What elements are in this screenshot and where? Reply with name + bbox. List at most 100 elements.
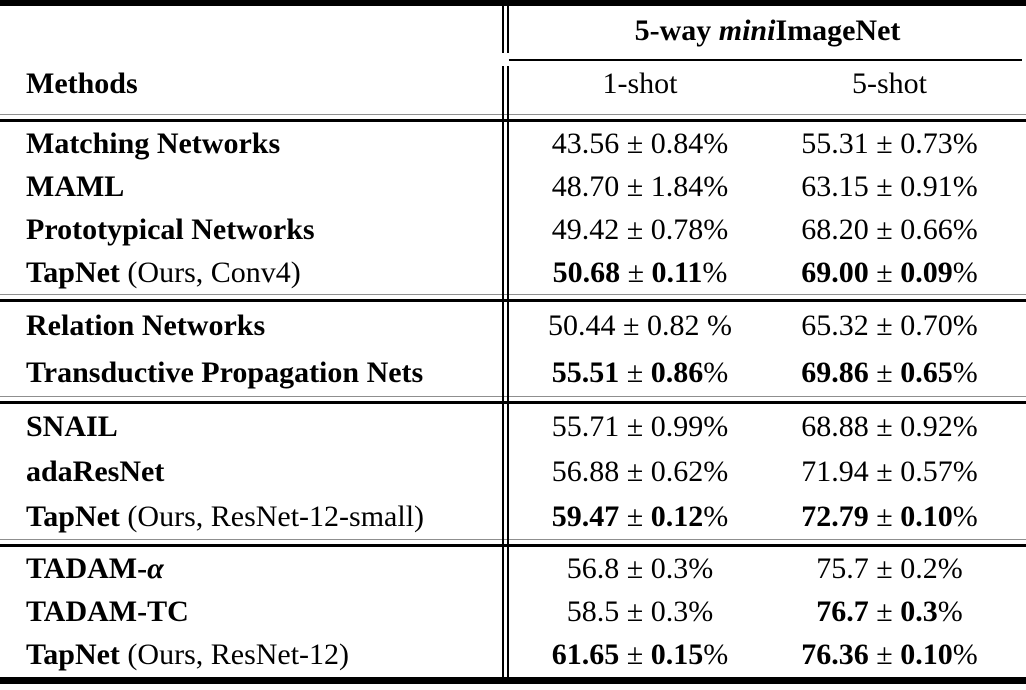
plus-minus: ± bbox=[868, 594, 901, 628]
percent-sign: % bbox=[952, 409, 978, 443]
method-cell: adaResNet bbox=[0, 455, 509, 489]
method-name: TADAM-TC bbox=[26, 594, 189, 628]
accuracy-1shot: 56.88 ± 0.62% bbox=[509, 455, 771, 489]
double-vertical-rule-upper bbox=[502, 6, 509, 53]
error-value: 1.84 bbox=[650, 169, 704, 203]
bottom-rule bbox=[0, 677, 1026, 684]
col-header-5shot: 5-shot bbox=[852, 67, 927, 100]
method-name: Matching Networks bbox=[26, 126, 281, 160]
percent-sign: % bbox=[952, 255, 978, 289]
percent-sign: % bbox=[952, 308, 978, 342]
table-row: TapNet (Ours, ResNet-12) 61.65 ± 0.15% 7… bbox=[0, 634, 1026, 677]
accuracy-1shot: 50.44 ± 0.82 % bbox=[509, 309, 771, 343]
plus-minus: ± bbox=[619, 638, 651, 672]
mean-value: 75.7 bbox=[816, 551, 869, 585]
percent-sign: % bbox=[952, 169, 978, 203]
table-row: Matching Networks 43.56 ± 0.84% 55.31 ± … bbox=[0, 122, 1026, 165]
error-value: 0.12 bbox=[650, 499, 704, 533]
percent-sign: % bbox=[702, 255, 728, 289]
percent-sign: % bbox=[703, 638, 729, 672]
method-note: (Ours, ResNet-12) bbox=[119, 638, 350, 672]
method-note: (Ours, Conv4) bbox=[119, 255, 301, 289]
percent-sign: % bbox=[952, 126, 978, 160]
accuracy-5shot: 68.20 ± 0.66% bbox=[771, 213, 1026, 247]
error-value: 0.70 bbox=[900, 308, 953, 342]
plus-minus: ± bbox=[619, 169, 651, 203]
error-value: 0.09 bbox=[900, 255, 953, 289]
mean-value: 76.36 bbox=[801, 638, 869, 672]
mean-value: 68.88 bbox=[801, 409, 869, 443]
mean-value: 55.51 bbox=[551, 355, 620, 389]
accuracy-5shot: 65.32 ± 0.70% bbox=[771, 309, 1026, 343]
plus-minus: ± bbox=[619, 355, 651, 389]
accuracy-5shot: 69.86 ± 0.65% bbox=[771, 356, 1026, 390]
table-row: TapNet (Ours, Conv4) 50.68 ± 0.11% 69.00… bbox=[0, 251, 1026, 294]
accuracy-1shot: 49.42 ± 0.78% bbox=[509, 213, 771, 247]
plus-minus: ± bbox=[619, 409, 651, 443]
table-row: TADAM-α 56.8 ± 0.3% 75.7 ± 0.2% bbox=[0, 547, 1026, 590]
method-name: TapNet bbox=[26, 499, 120, 533]
plus-minus: ± bbox=[868, 409, 901, 443]
method-cell: TapNet (Ours, ResNet-12) bbox=[0, 638, 509, 672]
method-name: SNAIL bbox=[26, 409, 118, 443]
error-value: 0.10 bbox=[900, 499, 953, 533]
plus-minus: ± bbox=[868, 308, 901, 342]
accuracy-5shot: 71.94 ± 0.57% bbox=[771, 455, 1026, 489]
method-cell: TADAM-α bbox=[0, 552, 509, 586]
row-group-4: TADAM-α 56.8 ± 0.3% 75.7 ± 0.2% TADAM-TC… bbox=[0, 547, 1026, 677]
mean-value: 72.79 bbox=[801, 499, 869, 533]
mean-value: 63.15 bbox=[801, 169, 869, 203]
method-note: (Ours, ResNet-12-small) bbox=[119, 499, 425, 533]
mean-value: 55.31 bbox=[801, 126, 869, 160]
percent-sign: % bbox=[952, 212, 978, 246]
mean-value: 43.56 bbox=[551, 126, 620, 160]
plus-minus: ± bbox=[615, 308, 647, 342]
group-title-suffix: ImageNet bbox=[775, 14, 901, 47]
error-value: 0.2 bbox=[900, 551, 938, 585]
accuracy-5shot: 69.00 ± 0.09% bbox=[771, 256, 1026, 290]
alpha-symbol: α bbox=[147, 551, 164, 585]
accuracy-5shot: 76.7 ± 0.3% bbox=[771, 595, 1026, 629]
percent-sign: % bbox=[688, 551, 714, 585]
accuracy-1shot: 50.68 ± 0.11% bbox=[509, 256, 771, 290]
method-name: TADAM- bbox=[26, 551, 148, 585]
table-row: Relation Networks 50.44 ± 0.82 % 65.32 ±… bbox=[0, 304, 1026, 348]
mean-value: 58.5 bbox=[566, 594, 620, 628]
error-value: 0.78 bbox=[650, 212, 704, 246]
mean-value: 55.71 bbox=[551, 409, 620, 443]
table-row: TADAM-TC 58.5 ± 0.3% 76.7 ± 0.3% bbox=[0, 590, 1026, 633]
mean-value: 61.65 bbox=[551, 638, 620, 672]
col-header-1shot: 1-shot bbox=[602, 67, 678, 100]
method-name: Relation Networks bbox=[26, 308, 266, 342]
group-separator-3 bbox=[0, 539, 1026, 547]
mean-value: 68.20 bbox=[801, 212, 869, 246]
percent-sign: % bbox=[703, 169, 729, 203]
plus-minus: ± bbox=[868, 126, 901, 160]
error-value: 0.91 bbox=[900, 169, 953, 203]
column-header-row: Methods 1-shot 5-shot bbox=[0, 62, 1026, 112]
row-group-2: Relation Networks 50.44 ± 0.82 % 65.32 ±… bbox=[0, 302, 1026, 396]
accuracy-1shot: 55.51 ± 0.86% bbox=[509, 356, 771, 390]
accuracy-5shot: 68.88 ± 0.92% bbox=[771, 410, 1026, 444]
error-value: 0.65 bbox=[900, 355, 953, 389]
accuracy-5shot: 76.36 ± 0.10% bbox=[771, 638, 1026, 672]
method-cell: Transductive Propagation Nets bbox=[0, 356, 509, 390]
column-group-header: 5-way mini ImageNet bbox=[509, 6, 1026, 56]
plus-minus: ± bbox=[619, 594, 651, 628]
mean-value: 69.00 bbox=[801, 255, 869, 289]
error-value: 0.3 bbox=[650, 594, 689, 628]
plus-minus: ± bbox=[619, 454, 651, 488]
plus-minus: ± bbox=[620, 255, 652, 289]
method-name: MAML bbox=[26, 169, 125, 203]
error-value: 0.73 bbox=[900, 126, 953, 160]
header-row: Methods 1-shot 5-shot bbox=[0, 62, 1026, 106]
plus-minus: ± bbox=[868, 255, 901, 289]
mean-value: 48.70 bbox=[551, 169, 620, 203]
method-cell: Matching Networks bbox=[0, 127, 509, 161]
method-name: Transductive Propagation Nets bbox=[26, 355, 424, 389]
error-value: 0.84 bbox=[650, 126, 704, 160]
error-value: 0.3 bbox=[900, 594, 938, 628]
percent-sign: % bbox=[688, 594, 714, 628]
accuracy-1shot: 56.8 ± 0.3% bbox=[509, 552, 771, 586]
